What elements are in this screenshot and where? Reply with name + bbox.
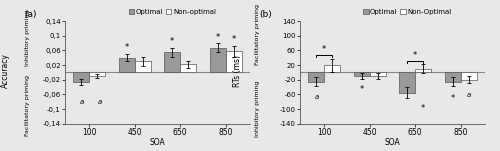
- Bar: [324, 65, 340, 72]
- Legend: Optimal, Non-optimal: Optimal, Non-optimal: [128, 9, 216, 15]
- Text: a: a: [466, 92, 471, 98]
- Text: a: a: [314, 95, 318, 100]
- Bar: [354, 72, 370, 76]
- Text: Facilitatory priming: Facilitatory priming: [25, 75, 30, 136]
- Text: (b): (b): [260, 10, 272, 19]
- X-axis label: SOA: SOA: [150, 138, 166, 147]
- Text: Facilitatory priming: Facilitatory priming: [255, 4, 260, 65]
- Legend: Optimal, Non-Optimal: Optimal, Non-Optimal: [363, 9, 452, 15]
- Text: Accuracy: Accuracy: [0, 54, 10, 88]
- Text: a: a: [79, 99, 84, 105]
- Bar: [226, 51, 242, 72]
- Bar: [164, 52, 180, 72]
- Bar: [119, 58, 135, 72]
- Text: *: *: [170, 37, 174, 46]
- Bar: [90, 72, 105, 76]
- Bar: [415, 69, 431, 72]
- Text: Inhibitory priming: Inhibitory priming: [255, 80, 260, 137]
- Bar: [210, 48, 226, 72]
- Bar: [180, 64, 196, 72]
- Text: *: *: [232, 35, 236, 44]
- Bar: [400, 72, 415, 93]
- Bar: [445, 72, 460, 82]
- Text: *: *: [360, 85, 364, 94]
- Bar: [370, 72, 386, 76]
- Bar: [460, 72, 476, 80]
- Bar: [74, 72, 90, 82]
- Text: *: *: [124, 43, 129, 52]
- X-axis label: SOA: SOA: [384, 138, 400, 147]
- Text: RTs (ms): RTs (ms): [233, 55, 242, 87]
- Bar: [308, 72, 324, 82]
- Text: *: *: [322, 45, 326, 54]
- Bar: [135, 61, 150, 72]
- Text: *: *: [450, 95, 455, 103]
- Text: *: *: [413, 51, 418, 60]
- Text: Inhibitory priming: Inhibitory priming: [25, 10, 30, 66]
- Text: a: a: [98, 99, 102, 105]
- Text: *: *: [421, 104, 426, 113]
- Text: *: *: [216, 33, 220, 42]
- Text: (a): (a): [24, 10, 37, 19]
